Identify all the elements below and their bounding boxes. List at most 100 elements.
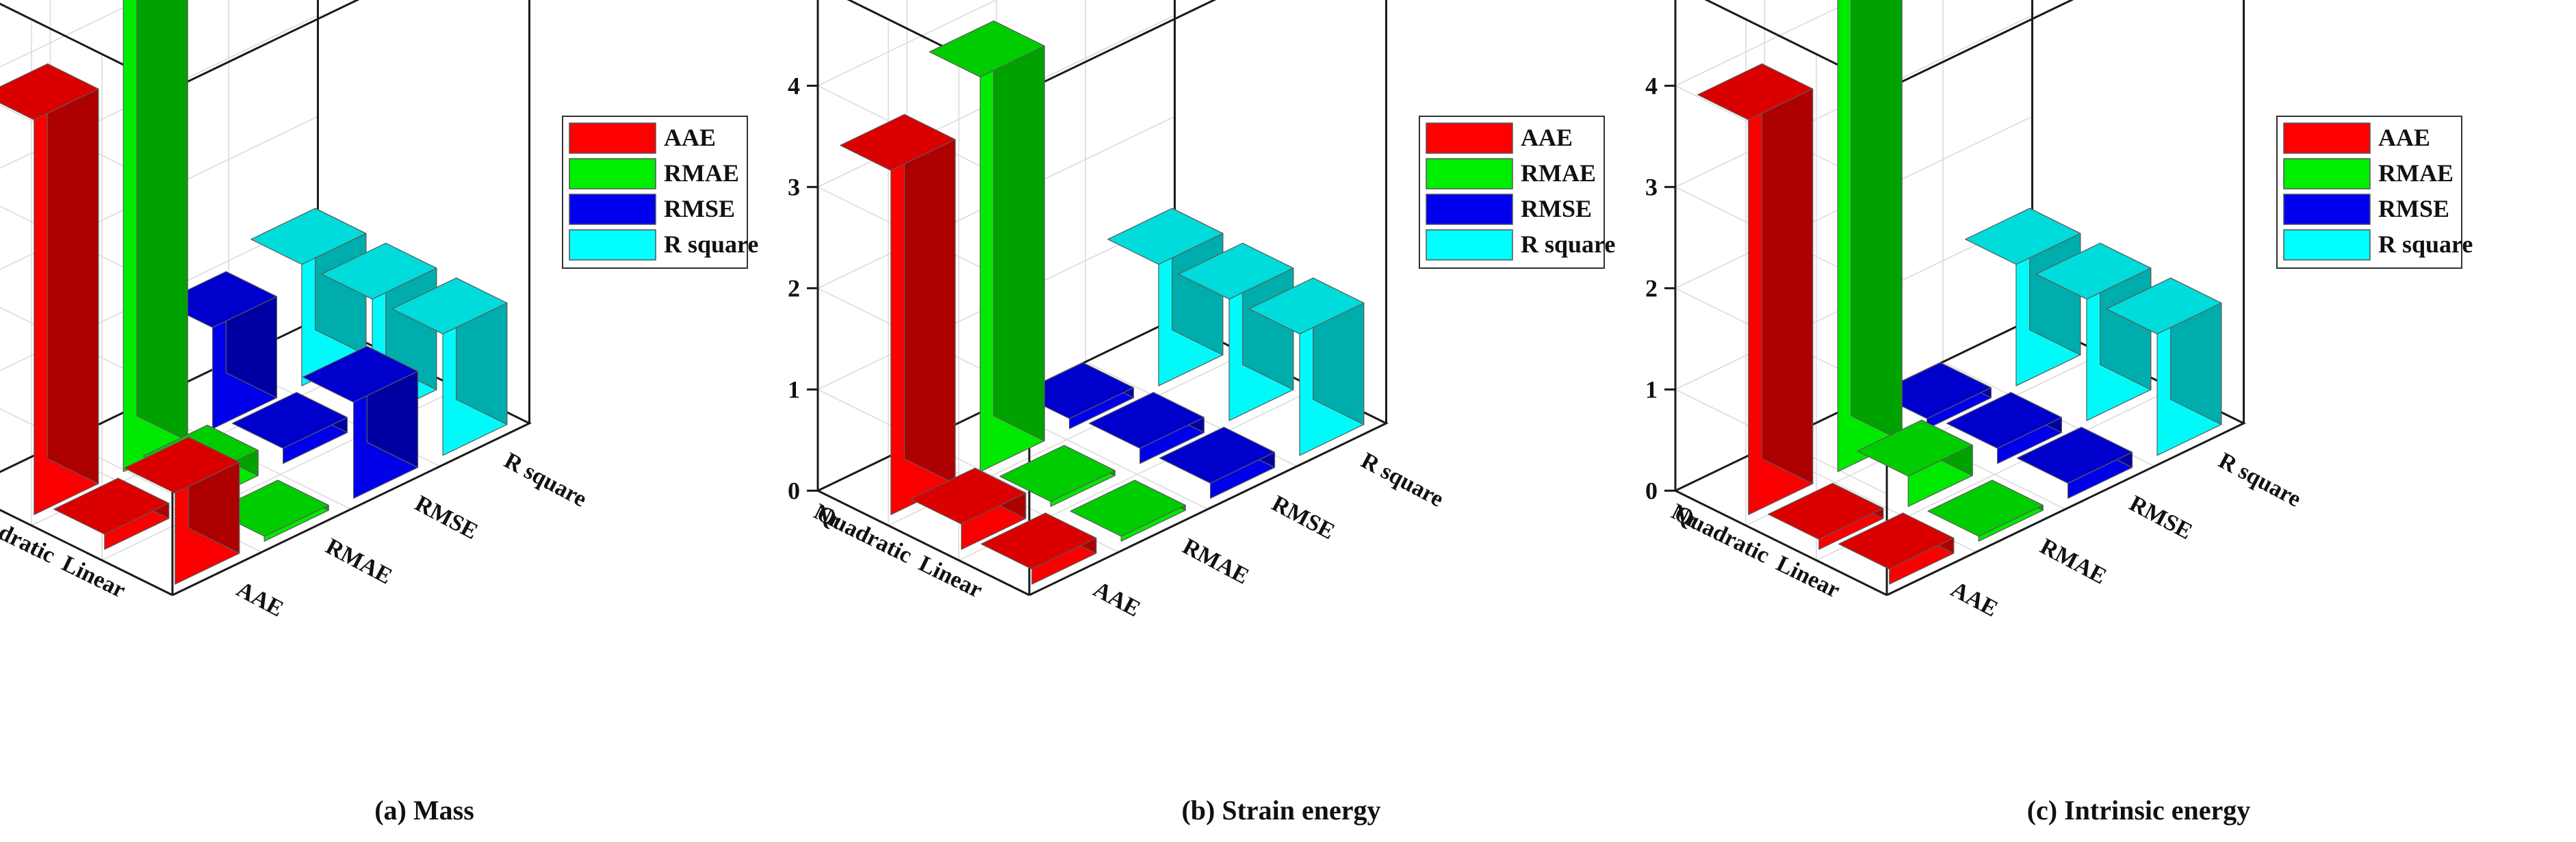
legend-swatch xyxy=(2283,229,2371,261)
bars xyxy=(1697,0,2222,585)
legend: AAE RMAE RMSE R square xyxy=(1419,116,1615,269)
chart-panel-2: 012345NrQuadraticLinearAAERMAERMSER squa… xyxy=(788,0,1615,826)
legend-label: RMSE xyxy=(1521,195,1592,222)
bar-linear-aae xyxy=(124,436,240,585)
bar-quadratic-rmse xyxy=(231,392,348,464)
metric-label: RMSE xyxy=(1267,490,1339,544)
bar-quadratic-rmae xyxy=(999,445,1116,508)
chart-title: (a) Mass xyxy=(374,795,474,826)
metric-label: RMAE xyxy=(1178,534,1253,589)
legend-label: RMAE xyxy=(1521,159,1596,187)
bar-quadratic-rmae xyxy=(1857,419,1973,508)
z-tick-label: 0 xyxy=(1645,477,1658,504)
legend-swatch xyxy=(2283,158,2371,189)
metric-label: R square xyxy=(1357,448,1448,512)
metric-label: R square xyxy=(500,448,591,512)
metric-label: RMSE xyxy=(2125,490,2196,544)
legend-label: RMAE xyxy=(2378,159,2453,187)
bar-nr-rmae xyxy=(123,0,188,473)
legend-swatch xyxy=(569,122,656,154)
legend-label: RMSE xyxy=(664,195,735,222)
bar-nr-rmse xyxy=(1875,362,1992,430)
chart-title: (c) Intrinsic energy xyxy=(2027,795,2251,826)
bar-linear-r-square xyxy=(391,277,508,456)
bars xyxy=(840,21,1365,585)
bar-quadratic-aae xyxy=(1768,482,1884,550)
row-label: Linear xyxy=(915,551,986,603)
bar-linear-r-square xyxy=(2106,277,2222,456)
z-axis: 012345 xyxy=(788,72,818,504)
legend-swatch xyxy=(569,229,656,261)
legend-swatch xyxy=(2283,194,2371,225)
legend: AAE RMAE RMSE R square xyxy=(2276,116,2473,269)
legend-label: RMSE xyxy=(2378,195,2449,222)
metric-label: RMAE xyxy=(2036,534,2111,589)
z-tick-label: 3 xyxy=(1645,173,1658,200)
metric-label: RMSE xyxy=(411,490,482,544)
bar-nr-rmae xyxy=(1837,0,1903,473)
chart-title: (b) Strain energy xyxy=(1181,795,1380,826)
chart-panel-3: 012345NrQuadraticLinearAAERMAERMSER squa… xyxy=(1645,0,2473,826)
bar-nr-aae xyxy=(1697,63,1814,516)
bar-quadratic-aae xyxy=(910,467,1027,550)
legend-label: AAE xyxy=(1521,124,1573,151)
z-tick-label: 2 xyxy=(1645,274,1658,302)
legend-label: RMAE xyxy=(664,159,739,187)
bar-linear-rmse xyxy=(1159,426,1276,499)
legend-label: R square xyxy=(664,231,758,258)
bar-linear-rmse xyxy=(302,345,419,499)
legend-swatch xyxy=(1426,158,1513,189)
z-tick-label: 1 xyxy=(788,376,800,403)
metric-label: AAE xyxy=(1089,577,1144,622)
bar-linear-rmae xyxy=(1927,479,2044,542)
chart-panel-1: 012345NrQuadraticLinearAAERMAERMSER squa… xyxy=(0,0,758,826)
bar-linear-aae xyxy=(1838,512,1955,585)
z-tick-label: 3 xyxy=(788,173,800,200)
bar-nr-r-square xyxy=(1107,208,1224,386)
bar-linear-rmae xyxy=(1070,479,1186,542)
legend: AAE RMAE RMSE R square xyxy=(562,116,758,269)
legend-swatch xyxy=(2283,122,2371,154)
legend-swatch xyxy=(1426,122,1513,154)
bar-nr-aae xyxy=(840,114,956,516)
legend-label: R square xyxy=(2378,231,2473,258)
bar-quadratic-rmse xyxy=(1946,392,2062,464)
row-label: Linear xyxy=(58,551,129,603)
metric-axis: AAE RMAE RMSE R square xyxy=(1946,448,2305,622)
metric-axis: AAE RMAE RMSE R square xyxy=(232,448,591,622)
z-tick-label: 1 xyxy=(1645,376,1658,403)
bar-nr-aae xyxy=(0,63,99,516)
bar-nr-rmse xyxy=(1018,362,1135,430)
bar-linear-aae xyxy=(981,512,1097,585)
z-axis: 012345 xyxy=(1645,72,1675,504)
metric-label: R square xyxy=(2215,448,2306,512)
row-label: Linear xyxy=(1773,551,1844,603)
z-tick-label: 4 xyxy=(1645,72,1658,99)
metric-label: RMAE xyxy=(322,534,396,589)
legend-swatch xyxy=(1426,229,1513,261)
legend-swatch xyxy=(1426,194,1513,225)
row-label: Quadratic xyxy=(1671,501,1773,568)
legend-swatch xyxy=(569,158,656,189)
bar-nr-rmae xyxy=(929,21,1045,473)
bar-nr-rmse xyxy=(161,271,277,430)
bars xyxy=(0,0,508,585)
z-tick-label: 0 xyxy=(788,477,800,504)
legend-label: AAE xyxy=(2378,124,2430,151)
z-tick-label: 2 xyxy=(788,274,800,302)
bar-linear-r-square xyxy=(1248,277,1365,456)
legend-label: AAE xyxy=(664,124,716,151)
legend-swatch xyxy=(569,194,656,225)
metric-axis: AAE RMAE RMSE R square xyxy=(1089,448,1447,622)
bar-linear-rmse xyxy=(2016,426,2133,499)
legend-label: R square xyxy=(1521,231,1615,258)
metric-label: AAE xyxy=(1946,577,2002,622)
z-tick-label: 4 xyxy=(788,72,800,99)
bar-nr-r-square xyxy=(1965,208,2081,386)
row-label: Quadratic xyxy=(813,501,916,568)
metric-label: AAE xyxy=(232,577,287,622)
bar-quadratic-aae xyxy=(53,477,170,550)
bar-quadratic-rmse xyxy=(1088,392,1205,464)
